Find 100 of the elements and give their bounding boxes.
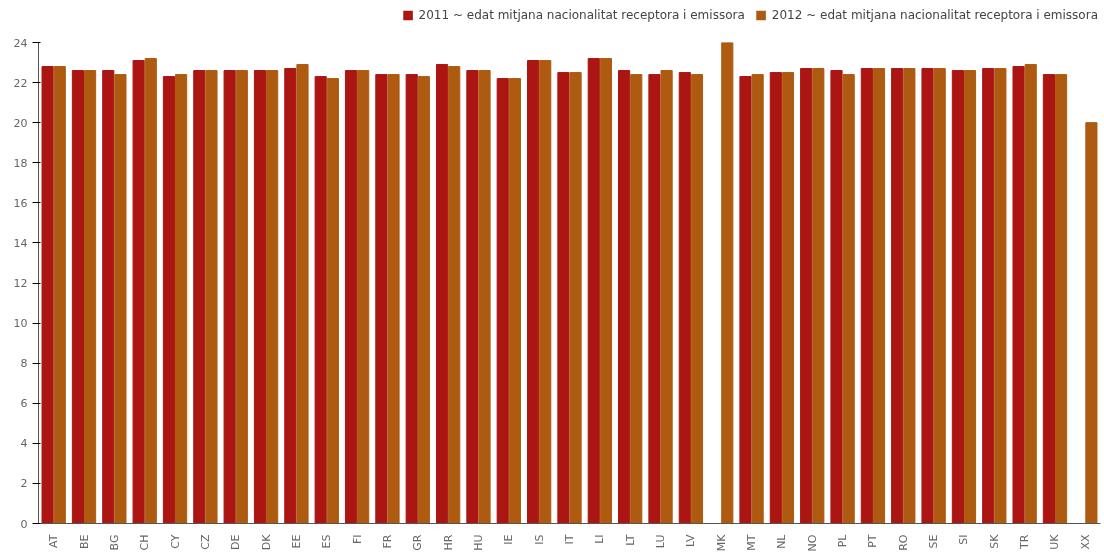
- x-tick-label: GR: [411, 534, 425, 551]
- legend-label: 2012 ~ edat mitjana nacionalitat receptora i emissora: [771, 8, 1098, 22]
- x-tick-label: HU: [471, 534, 485, 551]
- x-tick-label: IE: [502, 534, 516, 545]
- bar: [235, 70, 248, 524]
- bar: [557, 72, 570, 524]
- bar: [769, 72, 782, 524]
- bar: [891, 68, 904, 524]
- bar: [1042, 74, 1055, 524]
- bar: [982, 68, 995, 524]
- y-tick-label: 2: [20, 477, 28, 491]
- y-tick-label: 6: [20, 397, 28, 411]
- bar: [599, 58, 612, 524]
- bar: [569, 72, 582, 524]
- bar: [162, 76, 176, 524]
- bar: [830, 70, 843, 524]
- bar: [842, 74, 855, 524]
- x-tick-label: DE: [229, 534, 243, 550]
- bar: [1024, 64, 1037, 524]
- y-tick-label: 12: [13, 277, 28, 290]
- y-tick-label: 18: [13, 156, 28, 170]
- bar: [508, 78, 521, 524]
- bar: [963, 70, 977, 524]
- x-tick-label: MT: [745, 534, 759, 551]
- x-tick-label: LU: [654, 534, 668, 549]
- bar: [344, 70, 358, 524]
- legend-label: 2011 ~ edat mitjana nacionalitat receptora i emissora: [418, 8, 745, 22]
- bar: [102, 70, 115, 524]
- x-tick-label: IS: [532, 534, 546, 545]
- bar: [448, 66, 461, 524]
- y-tick-label: 24: [13, 36, 28, 50]
- bar: [205, 70, 218, 524]
- bar: [630, 74, 643, 524]
- bar: [587, 58, 600, 524]
- bar: [527, 60, 540, 524]
- bar: [800, 68, 813, 524]
- bar: [860, 68, 873, 524]
- bar: [314, 76, 327, 524]
- x-tick-label: LV: [684, 534, 698, 547]
- y-tick-label: 14: [13, 236, 28, 250]
- y-tick-label: 20: [13, 116, 28, 130]
- bar: [1054, 74, 1068, 524]
- bar: [951, 70, 964, 524]
- bar: [253, 70, 267, 524]
- x-tick-label: NL: [775, 533, 789, 549]
- bar: [144, 58, 157, 524]
- bar: [751, 74, 764, 524]
- x-tick-label: SE: [927, 534, 941, 549]
- bar: [435, 64, 449, 524]
- bar: [648, 74, 661, 524]
- bar: [375, 74, 388, 524]
- bar: [326, 78, 339, 524]
- bar: [193, 70, 206, 524]
- y-tick-label: 10: [13, 317, 28, 331]
- bar: [994, 68, 1007, 524]
- bar: [41, 66, 54, 524]
- x-tick-label: NO: [805, 534, 819, 552]
- bar: [405, 74, 418, 524]
- bar: [618, 70, 631, 524]
- bar: [387, 74, 400, 524]
- x-tick-label: LT: [623, 534, 637, 546]
- bar: [1085, 122, 1098, 524]
- bar: [539, 60, 552, 524]
- bar: [496, 78, 509, 524]
- bar: [266, 70, 279, 524]
- x-tick-label: XX: [1078, 534, 1092, 550]
- x-tick-label: DK: [259, 533, 273, 551]
- y-tick-label: 16: [13, 196, 28, 210]
- x-tick-label: PT: [866, 534, 880, 548]
- bar: [357, 70, 370, 524]
- x-tick-label: MK: [714, 533, 728, 552]
- x-tick-label: CZ: [198, 534, 212, 550]
- bar: [781, 72, 795, 524]
- x-tick-label: BG: [107, 534, 121, 551]
- bar: [296, 64, 309, 524]
- y-tick-label: 4: [20, 437, 28, 451]
- bar: [53, 66, 66, 524]
- y-tick-label: 8: [20, 357, 28, 371]
- x-tick-label: FI: [350, 534, 364, 545]
- x-tick-label: LI: [593, 534, 607, 544]
- bar: [132, 60, 145, 524]
- x-tick-label: IT: [563, 534, 576, 545]
- x-tick-label: CY: [168, 534, 182, 549]
- bar: [114, 74, 127, 524]
- bar: [721, 42, 734, 524]
- x-tick-label: CH: [138, 534, 152, 551]
- y-tick-label: 22: [13, 76, 28, 90]
- bar: [933, 68, 946, 524]
- bar: [1012, 66, 1025, 524]
- y-tick-label: 0: [20, 517, 28, 531]
- x-tick-label: FR: [380, 534, 394, 549]
- x-tick-label: UK: [1048, 533, 1062, 550]
- x-tick-label: HR: [441, 534, 455, 551]
- bar: [678, 72, 691, 524]
- bar: [478, 70, 491, 524]
- bar: [812, 68, 825, 524]
- bar: [284, 68, 297, 524]
- x-tick-label: AT: [47, 534, 61, 548]
- bar: [903, 68, 916, 524]
- bar: [223, 70, 236, 524]
